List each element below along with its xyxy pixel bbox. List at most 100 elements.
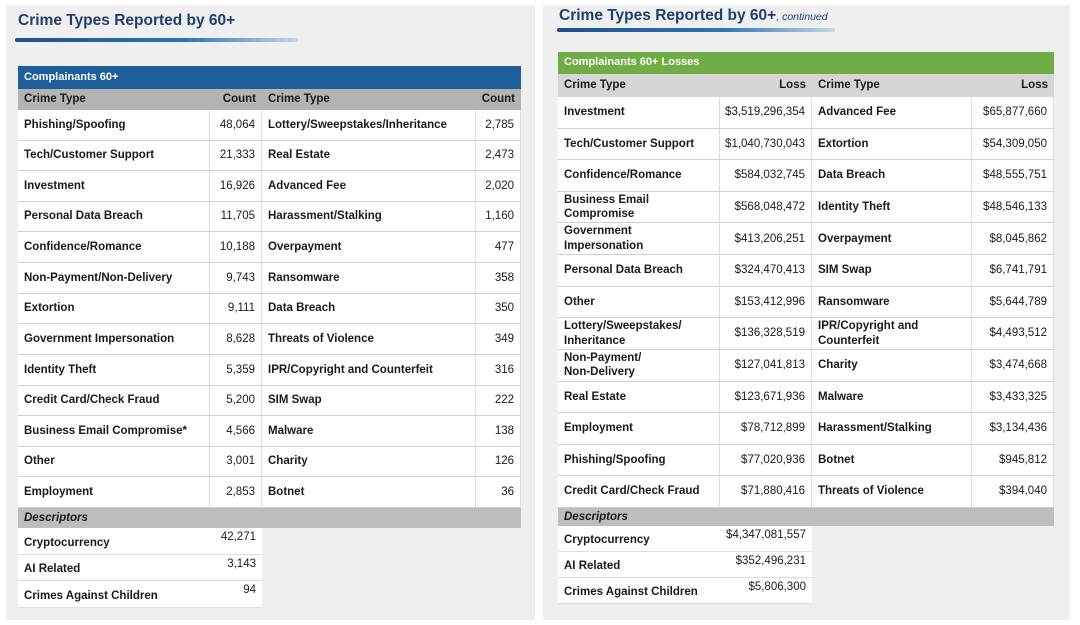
value-cell: 3,001 (210, 446, 262, 478)
descriptor-value: $4,347,081,557 (720, 526, 812, 552)
value-cell: 9,743 (210, 263, 262, 294)
crime-type-cell: IPR/Copyright and Counterfeit (262, 354, 476, 386)
column-header: Loss (972, 74, 1054, 97)
descriptor-value: $352,496,231 (720, 552, 812, 578)
value-cell: 126 (476, 446, 521, 478)
crime-type-cell: Threats of Violence (262, 324, 476, 355)
descriptors-label: Descriptors (18, 508, 521, 528)
crime-type-cell: Advanced Fee (262, 171, 476, 202)
value-cell: 2,020 (476, 171, 521, 202)
crime-type-cell: Harassment/Stalking (812, 413, 972, 445)
value-cell: $324,470,413 (720, 255, 812, 287)
value-cell: 11,705 (210, 201, 262, 233)
crime-type-cell: Identity Theft (812, 191, 972, 224)
value-cell: 138 (476, 416, 521, 447)
crime-type-cell: Ransomware (812, 286, 972, 319)
crime-type-cell: Malware (812, 381, 972, 414)
value-cell: $584,032,745 (720, 160, 812, 192)
descriptor-value: 3,143 (210, 554, 262, 582)
value-cell: 36 (476, 477, 521, 508)
value-cell: 21,333 (210, 140, 262, 172)
value-cell: $48,546,133 (972, 191, 1054, 224)
value-cell: 5,359 (210, 354, 262, 386)
crime-type-cell: Charity (812, 349, 972, 382)
value-cell: 5,200 (210, 385, 262, 417)
crime-type-cell: SIM Swap (812, 255, 972, 287)
crime-type-cell: Personal Data Breach (558, 255, 720, 287)
descriptor-cell: Cryptocurrency (558, 526, 720, 552)
crime-type-cell: Government Impersonation (18, 324, 210, 355)
value-cell: $394,040 (972, 476, 1054, 508)
crime-type-cell: Investment (558, 97, 720, 129)
crime-type-cell: Overpayment (262, 232, 476, 264)
value-cell: $54,309,050 (972, 128, 1054, 161)
crime-type-cell: Tech/Customer Support (18, 140, 210, 172)
column-header: Crime Type (812, 74, 972, 97)
crime-type-cell: Tech/Customer Support (558, 128, 720, 161)
value-cell: $78,712,899 (720, 413, 812, 445)
value-cell: 2,853 (210, 477, 262, 508)
crime-type-cell: Credit Card/Check Fraud (18, 385, 210, 417)
crime-type-cell: Malware (262, 416, 476, 447)
value-cell: $4,493,512 (972, 318, 1054, 350)
value-cell: $153,412,996 (720, 286, 812, 319)
crime-type-cell: IPR/Copyright and Counterfeit (812, 318, 972, 350)
descriptor-cell: AI Related (558, 552, 720, 578)
descriptors-label: Descriptors (558, 508, 1054, 526)
crime-type-cell: Data Breach (812, 160, 972, 192)
right-title: Crime Types Reported by 60+, continued (559, 7, 828, 25)
crime-type-cell: Employment (558, 413, 720, 445)
crime-type-cell: Confidence/Romance (18, 232, 210, 264)
crime-type-cell: Ransomware (262, 263, 476, 294)
descriptor-value: $5,806,300 (720, 578, 812, 604)
crime-type-cell: Credit Card/Check Fraud (558, 476, 720, 508)
crime-type-cell: Harassment/Stalking (262, 201, 476, 233)
value-cell: $3,433,325 (972, 381, 1054, 414)
descriptor-value: 94 (210, 581, 262, 608)
value-cell: 477 (476, 232, 521, 264)
value-cell: $3,134,436 (972, 413, 1054, 445)
title-underline (557, 28, 835, 32)
value-cell: 350 (476, 293, 521, 325)
crime-type-cell: Lottery/Sweepstakes/ Inheritance (558, 318, 720, 350)
descriptor-value: 42,271 (210, 528, 262, 555)
crime-type-cell: Non-Payment/Non-Delivery (18, 263, 210, 294)
crime-type-cell: Real Estate (262, 140, 476, 172)
column-header: Loss (720, 74, 812, 97)
value-cell: $48,555,751 (972, 160, 1054, 192)
value-cell: $568,048,472 (720, 191, 812, 224)
crime-type-cell: Threats of Violence (812, 476, 972, 508)
column-header: Count (476, 89, 521, 110)
crime-type-cell: Business Email Compromise* (18, 416, 210, 447)
crime-type-cell: Non-Payment/ Non-Delivery (558, 349, 720, 382)
table-title: Complainants 60+ Losses (558, 52, 1054, 74)
descriptor-cell: Cryptocurrency (18, 528, 210, 555)
column-header: Crime Type (18, 89, 210, 110)
crime-type-cell: Employment (18, 477, 210, 508)
descriptor-cell: Crimes Against Children (558, 578, 720, 604)
value-cell: $3,519,296,354 (720, 97, 812, 129)
value-cell: $413,206,251 (720, 223, 812, 256)
value-cell: 16,926 (210, 171, 262, 202)
value-cell: $945,812 (972, 444, 1054, 477)
crime-type-cell: Real Estate (558, 381, 720, 414)
value-cell: 349 (476, 324, 521, 355)
value-cell: 9,111 (210, 293, 262, 325)
crime-type-cell: Investment (18, 171, 210, 202)
value-cell: 48,064 (210, 110, 262, 141)
crime-type-cell: Personal Data Breach (18, 201, 210, 233)
right-subtitle: , continued (776, 11, 828, 23)
value-cell: 8,628 (210, 324, 262, 355)
value-cell: $8,045,862 (972, 223, 1054, 256)
crime-type-cell: Extortion (812, 128, 972, 161)
right-title-text: Crime Types Reported by 60+ (559, 7, 777, 24)
value-cell: $1,040,730,043 (720, 128, 812, 161)
value-cell: $136,328,519 (720, 318, 812, 350)
value-cell: 1,160 (476, 201, 521, 233)
value-cell: $3,474,668 (972, 349, 1054, 382)
crime-type-cell: Business Email Compromise (558, 191, 720, 224)
column-header: Count (210, 89, 262, 110)
crime-type-cell: Data Breach (262, 293, 476, 325)
value-cell: $123,671,936 (720, 381, 812, 414)
